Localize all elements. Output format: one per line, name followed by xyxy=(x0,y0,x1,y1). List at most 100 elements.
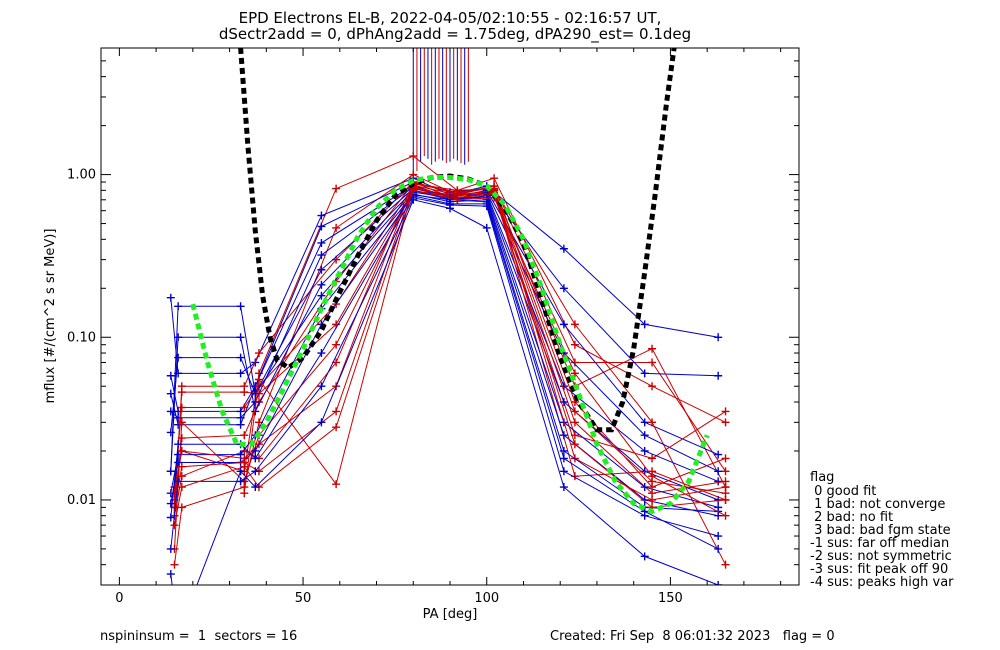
blue-point xyxy=(251,454,260,463)
blue-series-0 xyxy=(166,174,723,378)
red-point xyxy=(409,152,418,161)
legend-item-4: -1 sus: far off median xyxy=(810,536,949,551)
red-point xyxy=(332,184,341,193)
blue-point xyxy=(640,495,649,504)
red-point xyxy=(570,407,579,416)
blue-point xyxy=(166,428,175,437)
blue-point xyxy=(317,349,326,358)
red-point xyxy=(177,472,186,481)
blue-point xyxy=(559,320,568,329)
blue-point xyxy=(317,382,326,391)
blue-point xyxy=(166,570,175,579)
red-point xyxy=(240,462,249,471)
blue-point xyxy=(640,418,649,427)
blue-point xyxy=(317,265,326,274)
blue-point xyxy=(559,454,568,463)
legend-item-1: 1 bad: not converge xyxy=(810,497,945,512)
red-point xyxy=(721,418,730,427)
blue-point xyxy=(482,223,491,232)
blue-point xyxy=(640,511,649,520)
footer-right: Created: Fri Sep 8 06:01:32 2023 flag = … xyxy=(550,629,835,644)
blue-point xyxy=(251,389,260,398)
blue-point xyxy=(714,532,723,541)
red-point xyxy=(490,174,499,183)
blue-point xyxy=(166,499,175,508)
red-point xyxy=(453,195,462,204)
blue-point xyxy=(174,477,183,486)
red-point xyxy=(648,495,657,504)
flag-legend: flag 0 good fit 1 bad: not converge 2 ba… xyxy=(810,470,954,590)
red-point xyxy=(254,349,263,358)
blue-line xyxy=(170,195,719,550)
blue-point xyxy=(174,458,183,467)
blue-point xyxy=(714,544,723,553)
red-point xyxy=(721,489,730,498)
blue-point xyxy=(714,450,723,459)
x-axis-label: PA [deg] xyxy=(423,607,478,622)
y-tick-label: 0.01 xyxy=(67,493,96,508)
footer-left: nspininsum = 1 sectors = 16 xyxy=(100,629,297,644)
blue-point xyxy=(714,333,723,342)
blue-point xyxy=(166,544,175,553)
red-point xyxy=(409,186,418,195)
blue-point xyxy=(236,467,245,476)
blue-series-11 xyxy=(166,195,723,585)
blue-point xyxy=(174,333,183,342)
blue-point xyxy=(640,446,649,455)
red-point xyxy=(648,382,657,391)
blue-point xyxy=(559,483,568,492)
red-point xyxy=(177,503,186,512)
blue-point xyxy=(236,450,245,459)
blue-point xyxy=(559,284,568,293)
blue-point xyxy=(236,413,245,422)
red-point xyxy=(177,462,186,471)
blue-point xyxy=(166,467,175,476)
x-tick-label: 150 xyxy=(658,591,683,606)
red-point xyxy=(721,407,730,416)
blue-point xyxy=(640,369,649,378)
blue-point xyxy=(317,238,326,247)
blue-point xyxy=(251,483,260,492)
blue-point xyxy=(174,440,183,449)
red-point xyxy=(240,489,249,498)
red-point xyxy=(648,344,657,353)
blue-point xyxy=(559,244,568,253)
blue-point xyxy=(482,202,491,211)
green-fit-curve xyxy=(190,175,710,515)
x-tick-label: 100 xyxy=(474,591,499,606)
red-point xyxy=(648,454,657,463)
red-point xyxy=(170,521,179,530)
x-tick-label: 0 xyxy=(115,591,123,606)
blue-series-5 xyxy=(166,186,723,504)
legend-item-5: -2 sus: not symmetric xyxy=(810,549,952,564)
blue-point xyxy=(409,195,418,204)
red-point xyxy=(721,495,730,504)
y-tick-label: 0.10 xyxy=(67,330,96,345)
red-point xyxy=(570,340,579,349)
red-point xyxy=(409,170,418,179)
red-point xyxy=(170,560,179,569)
red-point xyxy=(177,483,186,492)
red-point xyxy=(721,511,730,520)
blue-point xyxy=(446,204,454,213)
red-line xyxy=(243,184,726,494)
blue-point xyxy=(236,420,245,429)
blue-point xyxy=(714,581,723,585)
blue-point xyxy=(236,333,245,342)
red-point xyxy=(240,388,249,397)
legend-item-3: 3 bad: bad fgm state xyxy=(810,523,951,538)
red-point xyxy=(648,418,657,427)
red-point xyxy=(648,472,657,481)
blue-point xyxy=(317,280,326,289)
red-point xyxy=(570,358,579,367)
red-point xyxy=(332,407,341,416)
red-point xyxy=(570,369,579,378)
red-point xyxy=(177,446,186,455)
red-point xyxy=(570,418,579,427)
y-axis-label: mflux [#/(cm^2 s sr MeV)] xyxy=(43,229,58,404)
red-line xyxy=(174,189,726,500)
blue-point xyxy=(236,477,245,486)
red-line xyxy=(181,155,726,472)
legend-item-0: 0 good fit xyxy=(810,484,876,499)
